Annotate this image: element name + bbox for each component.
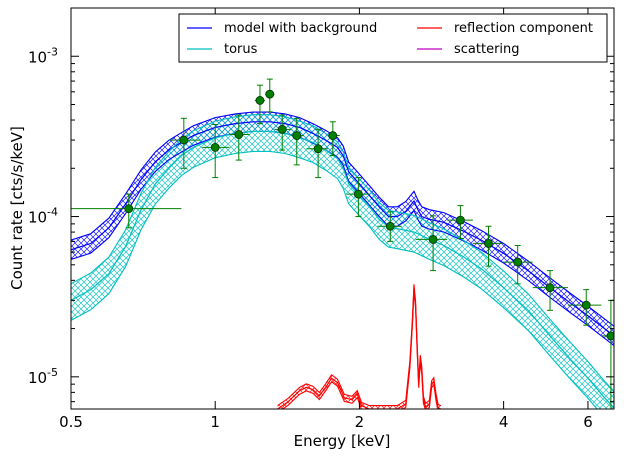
data-point-6 xyxy=(274,114,292,151)
data-point-11 xyxy=(377,211,402,242)
data-marker xyxy=(581,300,591,310)
y-tick-label: 10-3 xyxy=(28,45,58,66)
data-marker xyxy=(353,189,363,199)
legend-label-reflection-component: reflection component xyxy=(454,21,593,36)
data-marker xyxy=(313,144,323,154)
data-marker xyxy=(124,204,134,214)
y-tick-label: 10-4 xyxy=(28,206,58,227)
series-line-model-with-background xyxy=(71,121,614,337)
data-point-3 xyxy=(229,114,250,161)
data-point-12 xyxy=(415,215,448,272)
x-axis-label: Energy [keV] xyxy=(294,432,391,450)
data-marker xyxy=(385,221,395,231)
data-point-0 xyxy=(71,193,182,229)
data-marker xyxy=(277,124,287,134)
data-marker xyxy=(513,257,523,267)
legend-label-model-with-background: model with background xyxy=(224,21,377,36)
data-point-15 xyxy=(502,244,533,285)
legend-box xyxy=(178,13,608,63)
y-tick-label: 10-5 xyxy=(28,366,58,387)
data-point-17 xyxy=(567,289,602,326)
data-marker xyxy=(210,143,220,152)
data-marker xyxy=(179,135,189,145)
y-axis-label: Count rate [cts/s/keV] xyxy=(8,126,26,290)
x-tick-label: 4 xyxy=(499,413,509,431)
data-marker xyxy=(255,96,265,105)
data-marker xyxy=(484,238,493,248)
observed-data-points xyxy=(71,78,614,409)
data-marker xyxy=(265,89,275,99)
x-tick-label: 2 xyxy=(355,413,365,431)
data-point-5 xyxy=(264,78,275,113)
data-point-9 xyxy=(328,121,340,157)
data-point-7 xyxy=(291,117,304,166)
data-marker xyxy=(328,131,338,140)
data-marker xyxy=(456,215,465,225)
data-point-10 xyxy=(346,177,370,218)
axis-ticks: 0.5 1 2 4 6 10-5 10-4 10-3 xyxy=(28,8,614,431)
band-upper-reflection-component xyxy=(277,284,442,407)
band-torus xyxy=(71,114,614,409)
band-lower-model-with-background xyxy=(71,130,614,347)
series-line-reflection-component xyxy=(277,287,442,409)
model-curves xyxy=(71,111,614,409)
data-point-16 xyxy=(532,270,568,311)
data-marker xyxy=(234,130,244,139)
data-point-14 xyxy=(472,225,503,267)
legend: model with background reflection componen… xyxy=(178,13,608,63)
data-point-13 xyxy=(447,205,473,239)
band-upper-torus xyxy=(71,114,614,392)
data-marker xyxy=(606,331,614,341)
data-point-18 xyxy=(601,299,614,409)
x-tick-label: 6 xyxy=(583,413,593,431)
data-point-1 xyxy=(168,117,201,169)
data-point-8 xyxy=(306,128,329,179)
legend-label-scattering: scattering xyxy=(454,42,520,57)
legend-label-torus: torus xyxy=(224,42,258,57)
band-lower-torus xyxy=(71,150,598,409)
data-point-4 xyxy=(254,84,265,125)
x-tick-label: 0.5 xyxy=(59,413,83,431)
band-upper-model-with-background xyxy=(71,111,614,327)
series-line-torus xyxy=(71,130,614,409)
x-tick-label: 1 xyxy=(210,413,220,431)
data-marker xyxy=(545,283,555,293)
data-marker xyxy=(428,235,438,244)
data-marker xyxy=(292,131,302,140)
plot-frame xyxy=(70,7,615,410)
data-point-2 xyxy=(202,124,230,179)
